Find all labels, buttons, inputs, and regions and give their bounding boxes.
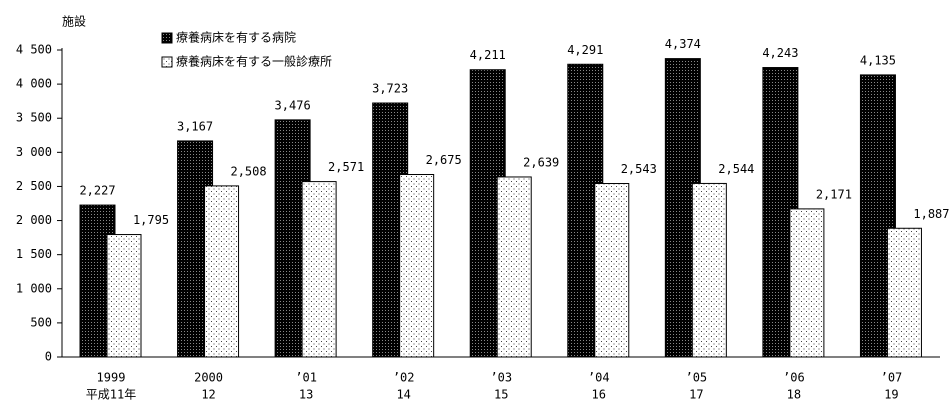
x-tick-label: ’04 <box>588 371 610 385</box>
data-label: 2,508 <box>230 164 266 178</box>
bar <box>204 185 240 358</box>
data-label: 1,887 <box>913 207 949 221</box>
data-label: 3,476 <box>275 98 311 112</box>
legend-label: 療養病床を有する病院 <box>176 30 296 45</box>
data-label: 4,135 <box>860 53 896 67</box>
bar <box>496 176 532 358</box>
x-tick-sublabel: 15 <box>494 388 508 402</box>
y-tick-label: 0 <box>45 350 52 364</box>
y-axis-label: 施設 <box>62 14 86 29</box>
bar <box>106 234 142 358</box>
legend-swatch <box>161 56 173 68</box>
data-label: 4,211 <box>470 48 506 62</box>
y-tick-label: 1 000 <box>16 281 52 295</box>
y-tick-label: 2 000 <box>16 213 52 227</box>
data-label: 4,243 <box>762 46 798 60</box>
data-label: 2,639 <box>523 155 559 169</box>
y-tick-label: 3 500 <box>16 111 52 125</box>
legend-label: 療養病床を有する一般診療所 <box>176 54 332 69</box>
bar <box>594 183 630 358</box>
bar <box>301 181 337 358</box>
bar <box>399 174 435 358</box>
x-tick-label: ’06 <box>783 371 805 385</box>
x-tick-label: ’01 <box>295 371 317 385</box>
x-tick-label: ’03 <box>490 371 512 385</box>
y-tick-label: 1 500 <box>16 247 52 261</box>
data-label: 3,167 <box>177 119 213 133</box>
y-tick-label: 3 000 <box>16 145 52 159</box>
x-tick-sublabel: 17 <box>689 388 703 402</box>
bar <box>789 208 825 358</box>
data-label: 2,675 <box>426 153 462 167</box>
x-tick-sublabel: 12 <box>201 388 215 402</box>
legend-swatch <box>161 32 173 44</box>
bar <box>691 182 727 358</box>
x-tick-sublabel: 16 <box>592 388 606 402</box>
data-label: 2,543 <box>621 162 657 176</box>
y-tick-label: 500 <box>30 315 52 329</box>
x-tick-label: ’05 <box>685 371 707 385</box>
data-label: 3,723 <box>372 82 408 96</box>
y-tick-label: 2 500 <box>16 179 52 193</box>
y-tick-label: 4 500 <box>16 43 52 57</box>
data-label: 2,544 <box>718 162 754 176</box>
x-tick-label: 2000 <box>194 371 223 385</box>
data-label: 2,227 <box>79 184 115 198</box>
x-tick-sublabel: 平成11年 <box>86 388 136 402</box>
x-tick-sublabel: 13 <box>299 388 313 402</box>
data-label: 2,171 <box>816 187 852 201</box>
x-tick-sublabel: 14 <box>396 388 410 402</box>
bar <box>886 227 922 358</box>
data-label: 4,374 <box>665 37 701 51</box>
x-tick-sublabel: 18 <box>787 388 801 402</box>
x-tick-sublabel: 19 <box>884 388 898 402</box>
x-tick-label: ’02 <box>393 371 415 385</box>
y-tick-label: 4 000 <box>16 77 52 91</box>
data-label: 2,571 <box>328 160 364 174</box>
data-label: 4,291 <box>567 43 603 57</box>
x-tick-label: 1999 <box>97 371 126 385</box>
x-tick-label: ’07 <box>881 371 903 385</box>
data-label: 1,795 <box>133 213 169 227</box>
